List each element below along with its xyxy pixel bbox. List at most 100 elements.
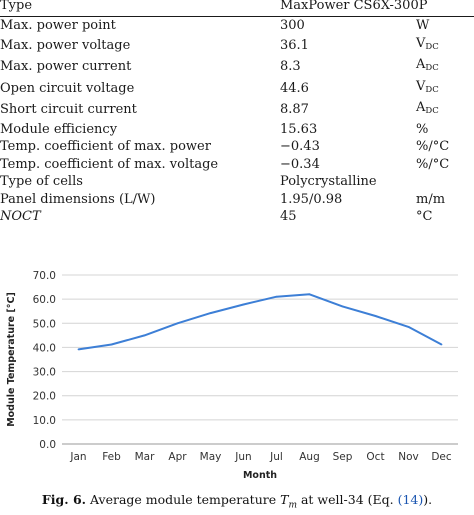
row-unit: % [416, 121, 474, 139]
row-value: 36.1 [280, 37, 309, 53]
row-label: Open circuit voltage [0, 80, 135, 96]
row-unit-subscript: DC [425, 84, 439, 95]
y-tick-label: 50.0 [33, 318, 56, 330]
table-row: Module efficiency 15.63% [0, 121, 474, 139]
row-unit-text: A [416, 57, 426, 72]
row-unit-text: %/°C [416, 156, 450, 172]
y-tick-label: 0.0 [39, 439, 56, 451]
specifications-table: Type MaxPower CS6X-300P Max. power point… [0, 0, 474, 226]
table-row: Temp. coefficient of max. voltage −0.34 %/… [0, 156, 474, 174]
x-tick-label: Jul [269, 451, 283, 463]
y-tick-label: 10.0 [33, 415, 56, 427]
series-line-layer [77, 293, 443, 351]
data-point [275, 295, 278, 298]
row-value: Polycrystalline [280, 174, 377, 189]
row-label: Panel dimensions (L/W) [0, 191, 156, 207]
data-point [440, 343, 443, 346]
row-label: Max. power current [0, 59, 132, 74]
row-value: 45 [280, 209, 297, 224]
equation-reference-link[interactable]: (14) [397, 492, 424, 507]
data-point [176, 322, 179, 325]
row-unit-text: W [416, 18, 430, 33]
x-tick-label: Jun [234, 451, 251, 463]
row-unit: %/°C [416, 138, 474, 156]
header-model-value: MaxPower CS6X-300P [280, 0, 428, 13]
x-tick-label: Sep [333, 451, 353, 463]
row-unit-subscript: DC [425, 41, 439, 52]
row-value: −0.43 [280, 139, 320, 154]
x-tick-label: Dec [431, 451, 452, 463]
table-row: Panel dimensions (L/W) 1.95/0.98 m/m [0, 191, 474, 209]
header-type-label: Type [0, 0, 33, 13]
y-axis-ticks: 0.0 10.0 20.0 30.0 40.0 50.0 60.0 70.0 [33, 270, 56, 451]
table-row: Max. power current 8.3 ADC [0, 56, 474, 78]
row-unit-text: V [416, 35, 426, 51]
y-axis-title: Module Temperature [°C] [6, 292, 17, 427]
row-label: Temp. coefficient of max. voltage [0, 156, 219, 172]
y-tick-label: 20.0 [33, 391, 56, 403]
row-value: 300 [280, 18, 305, 33]
module-temperature-chart: 0.0 10.0 20.0 30.0 40.0 50.0 60.0 70.0 Jan Feb Ma… [6, 270, 458, 481]
caption-text-end: ). [423, 492, 433, 507]
table-row: NOCT 45 °C [0, 208, 474, 226]
x-tick-label: Oct [366, 451, 384, 463]
row-unit: VDC [416, 35, 474, 57]
data-point [407, 326, 410, 328]
data-point [143, 334, 146, 337]
y-tick-label: 40.0 [33, 342, 56, 354]
row-label: Temp. coefficient of max. power [0, 139, 211, 154]
row-unit-text: V [416, 78, 426, 94]
caption-text-mid: at well-34 (Eq. [297, 492, 398, 507]
row-unit [416, 173, 474, 191]
data-point [374, 315, 377, 317]
row-unit-subscript: DC [425, 106, 439, 116]
row-unit: VDC [416, 78, 474, 100]
row-unit-text: m/m [416, 191, 446, 207]
caption-variable: T [280, 492, 289, 507]
data-point [308, 293, 311, 296]
table-header-row: Type MaxPower CS6X-300P [0, 0, 474, 17]
table-row: Max. power voltage 36.1 VDC [0, 35, 474, 57]
table-row: Type of cells Polycrystalline [0, 173, 474, 191]
row-value: 1.95/0.98 [280, 191, 343, 207]
row-value: −0.34 [280, 156, 320, 172]
x-tick-label: Jan [69, 451, 86, 463]
row-unit: W [416, 17, 474, 35]
table-row: Short circuit current 8.87 ADC [0, 99, 474, 121]
row-label: Max. power voltage [0, 37, 131, 53]
row-label: Type of cells [0, 174, 83, 189]
row-label: NOCT [0, 209, 41, 224]
row-value: 15.63 [280, 121, 318, 137]
caption-text-before: Average module temperature [90, 492, 281, 507]
data-point [110, 343, 113, 346]
row-unit: m/m [416, 191, 474, 209]
row-value: 44.6 [280, 80, 309, 96]
x-tick-label: Apr [168, 451, 187, 463]
row-unit: °C [416, 208, 474, 226]
caption-figure-label: Fig. 6. [41, 492, 87, 507]
x-tick-label: May [200, 451, 222, 463]
row-unit: ADC [416, 56, 474, 78]
table-row: Max. power point 300 W [0, 17, 474, 35]
row-unit-text: %/°C [416, 139, 450, 154]
series-line [78, 293, 442, 351]
x-tick-label: Mar [135, 451, 155, 463]
y-tick-label: 70.0 [33, 270, 56, 282]
row-label: Short circuit current [0, 102, 137, 117]
y-tick-label: 60.0 [33, 294, 56, 306]
figure-caption: Fig. 6. Average module temperature Tm at… [0, 492, 474, 511]
row-unit: ADC [416, 99, 474, 121]
caption-variable-subscript: m [288, 500, 297, 511]
row-unit-text: % [416, 121, 429, 137]
table-row: Open circuit voltage 44.6 VDC [0, 78, 474, 100]
row-label: Module efficiency [0, 121, 118, 137]
x-axis-title: Month [243, 470, 277, 481]
table-body: Max. power point 300 W Max. power voltage 36… [0, 17, 474, 226]
row-label: Max. power point [0, 18, 116, 33]
data-point [209, 312, 212, 315]
x-tick-label: Nov [398, 451, 419, 463]
x-tick-label: Aug [299, 451, 320, 463]
x-axis-ticks: Jan Feb Mar Apr May Jun Jul Aug Sep Oct Nov Dec [69, 451, 451, 463]
row-unit-text: °C [416, 209, 433, 224]
row-unit-text: A [416, 100, 426, 115]
